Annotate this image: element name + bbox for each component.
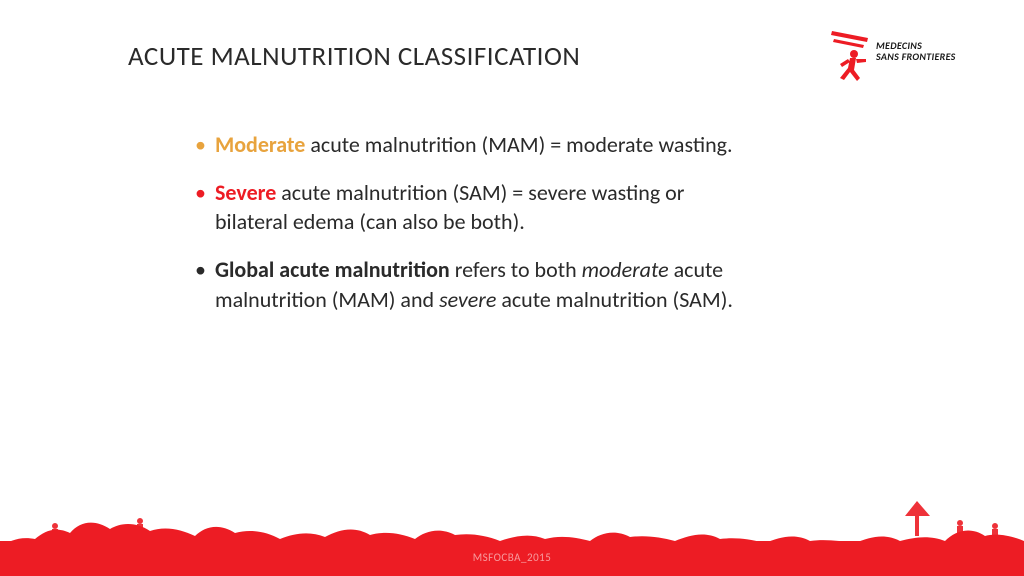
keyword-global: Global acute malnutrition <box>215 256 450 283</box>
bullet-list: • Moderate acute malnutrition (MAM) = mo… <box>195 130 755 332</box>
slide-title: ACUTE MALNUTRITION CLASSIFICATION <box>128 40 580 73</box>
bullet-text: Moderate acute malnutrition (MAM) = mode… <box>215 130 755 160</box>
bullet-item: • Moderate acute malnutrition (MAM) = mo… <box>195 130 755 160</box>
running-figure-icon <box>824 28 874 83</box>
bullet-text: Global acute malnutrition refers to both… <box>215 255 755 314</box>
keyword-severe: Severe <box>215 179 276 206</box>
msf-logo: MEDECINS SANS FRONTIERES <box>824 28 974 88</box>
logo-text: MEDECINS SANS FRONTIERES <box>876 40 956 62</box>
bullet-item: • Global acute malnutrition refers to bo… <box>195 255 755 314</box>
footer-label: MSFOCBA_2015 <box>0 551 1024 564</box>
logo-line-2: SANS FRONTIERES <box>876 51 956 62</box>
bullet-rest: acute malnutrition (SAM) = severe wastin… <box>215 179 684 236</box>
bullet-text: Severe acute malnutrition (SAM) = severe… <box>215 178 755 237</box>
bullet-dot-icon: • <box>195 178 215 237</box>
keyword-moderate: Moderate <box>215 131 305 158</box>
bullet-item: • Severe acute malnutrition (SAM) = seve… <box>195 178 755 237</box>
bullet-rest: acute malnutrition (MAM) = moderate wast… <box>305 131 732 158</box>
bullet-dot-icon: • <box>195 130 215 160</box>
footer-band: MSFOCBA_2015 <box>0 491 1024 576</box>
slide: ACUTE MALNUTRITION CLASSIFICATION MEDECI… <box>0 0 1024 576</box>
bullet-dot-icon: • <box>195 255 215 314</box>
